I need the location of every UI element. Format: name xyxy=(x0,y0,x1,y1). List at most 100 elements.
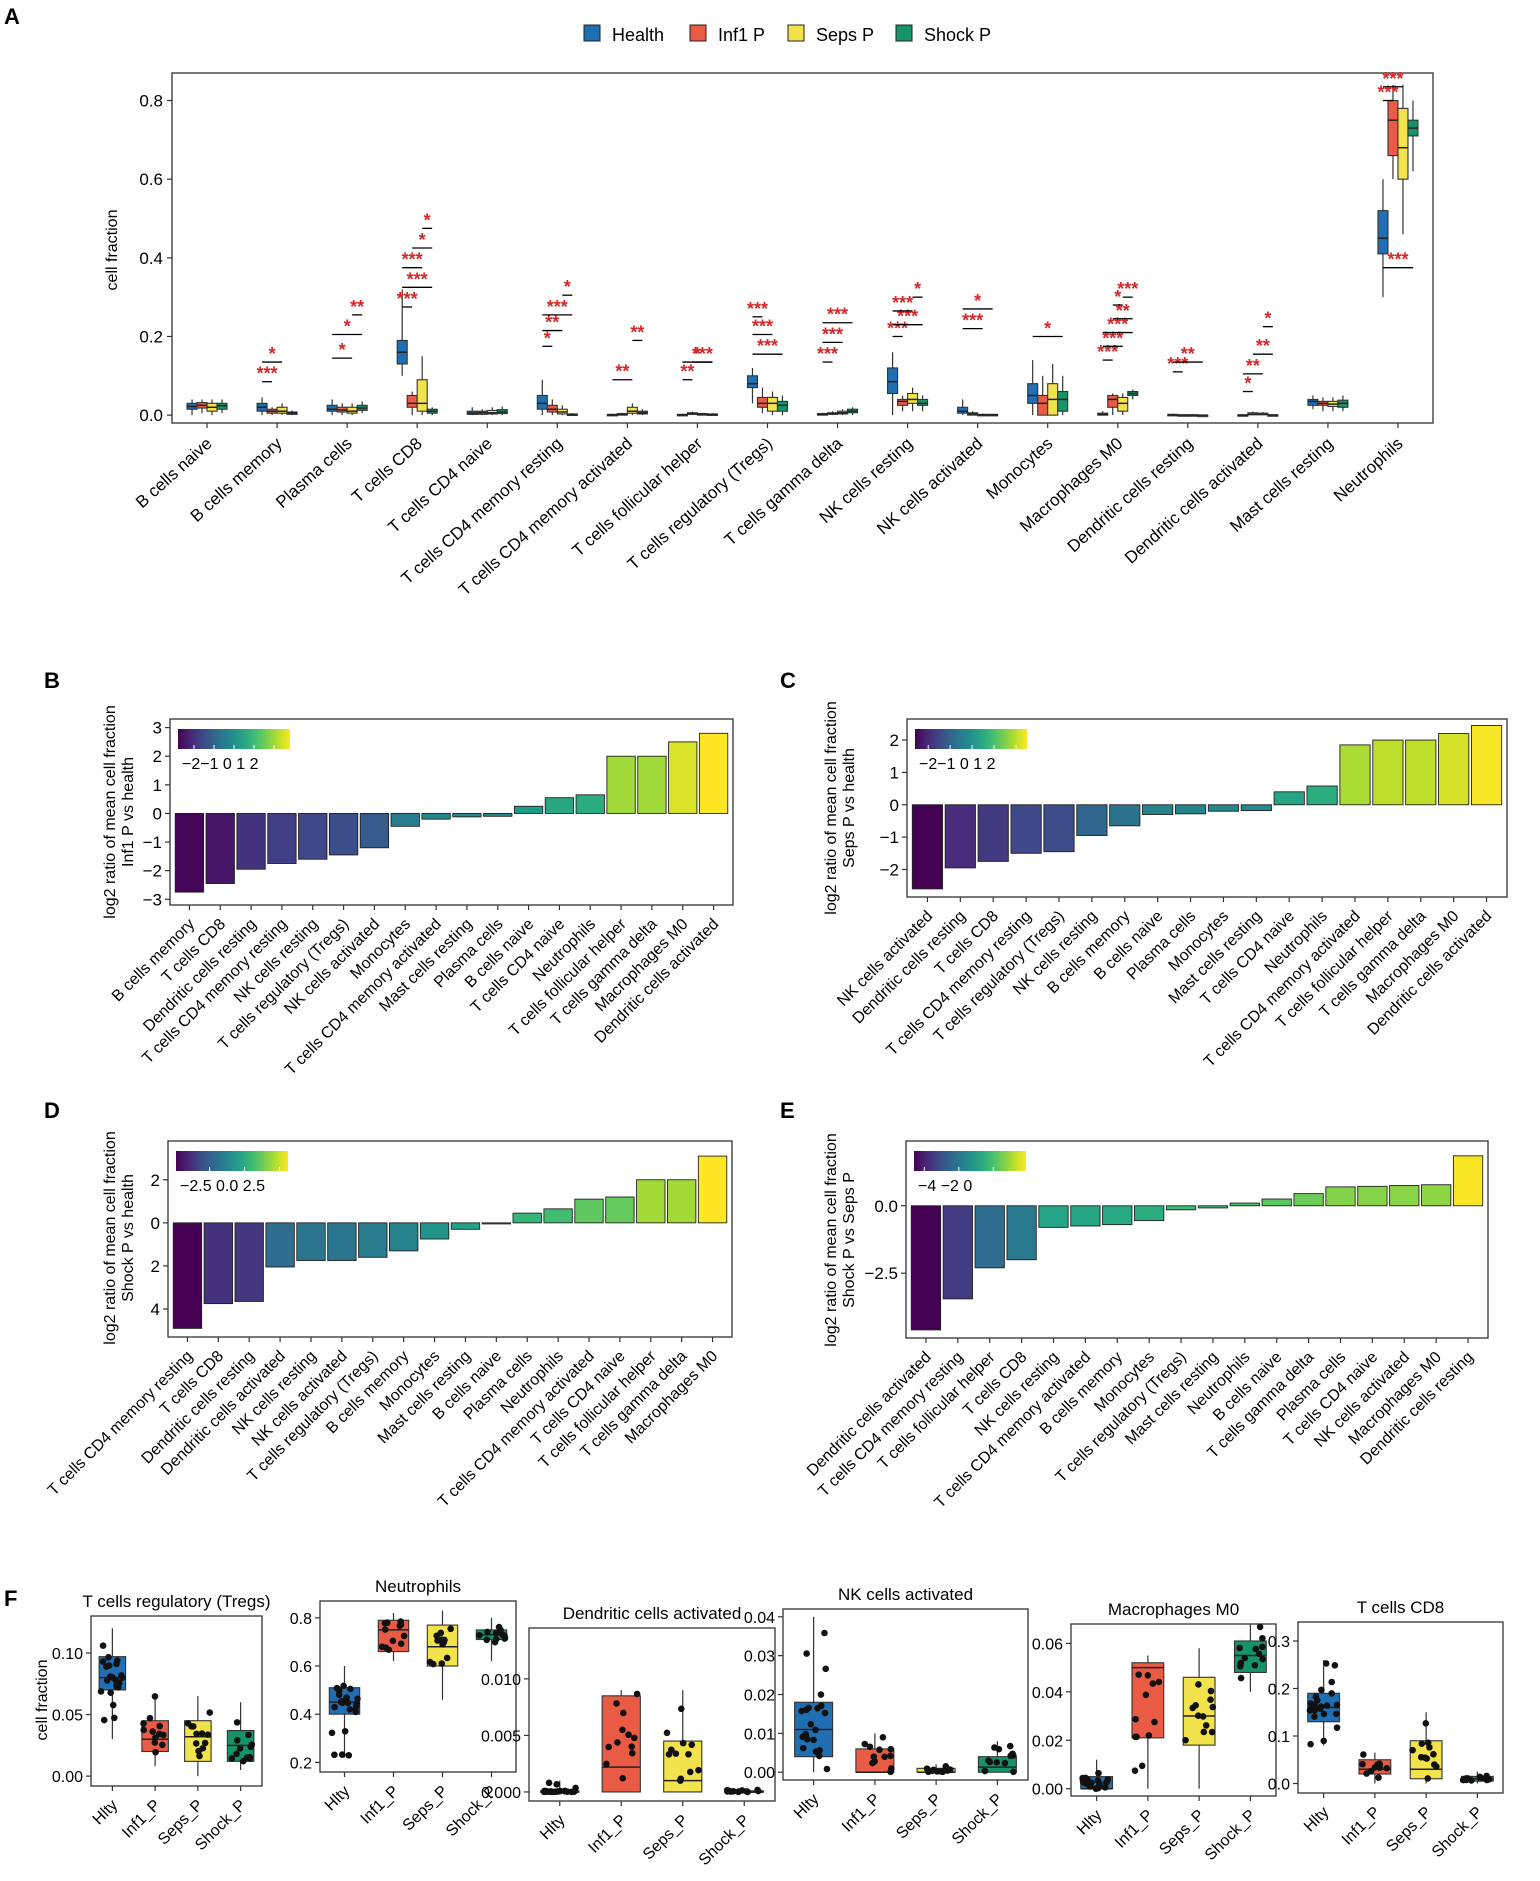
panel-f-t-cells-regulatory-tregs-point xyxy=(155,1730,163,1738)
panel-a-box-inf1-p-box xyxy=(1107,394,1119,408)
panel-a-sig-star: *** xyxy=(1387,250,1408,270)
panel-f-t-cells-cd8-point xyxy=(1383,1764,1391,1772)
panel-f-macrophages-m0-point xyxy=(1259,1634,1266,1642)
panel-b-bar xyxy=(544,797,575,814)
panel-d-frame xyxy=(167,1140,733,1338)
panel-a-sig-star: * xyxy=(914,279,921,299)
panel-e-ylabel-comparison: Shock P vs Seps P xyxy=(841,1172,858,1308)
panel-f-t-cells-cd8-point xyxy=(1318,1686,1325,1694)
panel-f-dendritic-cells-activated-ytick-label: 0.005 xyxy=(481,1728,521,1745)
panel-a-sig-star: *** xyxy=(892,293,913,313)
panel-c-colorbar xyxy=(915,729,1027,749)
panel-f-nk-cells-activated-point xyxy=(1006,1742,1014,1750)
panel-f-t-cells-cd8-point xyxy=(1332,1710,1340,1718)
panel-f-t-cells-cd8-point xyxy=(1311,1713,1318,1720)
panel-a-sig-star: *** xyxy=(757,336,778,356)
panel-f-t-cells-cd8-point xyxy=(1430,1750,1437,1758)
panel-f-nk-cells-activated-point xyxy=(887,1752,894,1760)
panel-f-nk-cells-activated-point xyxy=(871,1758,879,1765)
panel-f-neutrophils-point xyxy=(331,1703,338,1711)
panel-f-dendritic-cells-activated-point xyxy=(619,1726,626,1734)
panel-b-bar xyxy=(359,812,390,849)
panel-f-nk-cells-activated-point xyxy=(861,1740,869,1748)
panel-f-neutrophils-point xyxy=(476,1631,483,1639)
panel-f-neutrophils-point xyxy=(338,1697,346,1705)
panel-f-neutrophils-point xyxy=(341,1727,349,1735)
panel-f-macrophages-m0-point xyxy=(1251,1661,1259,1669)
panel-f-dendritic-cells-activated-point xyxy=(738,1787,746,1794)
panel-f-macrophages-m0-point xyxy=(1131,1767,1139,1775)
panel-f-t-cells-regulatory-tregs-point xyxy=(193,1730,200,1738)
panel-e-ylabel: log2 ratio of mean cell fraction xyxy=(823,1133,840,1346)
panel-f-macrophages-m0-point xyxy=(1155,1678,1163,1686)
panel-f-nk-cells-activated-point xyxy=(822,1665,830,1673)
panel-a-box-seps-p-box xyxy=(1117,396,1129,412)
panel-f-macrophages-m0-title: Macrophages M0 xyxy=(1108,1600,1239,1619)
panel-a-box-health-box xyxy=(1307,398,1319,406)
panel-a-box-shock-p-box xyxy=(776,400,789,412)
panel-f-neutrophils-point xyxy=(483,1636,491,1644)
panel-f-t-cells-regulatory-tregs-ytick-label: 0.05 xyxy=(52,1708,83,1725)
panel-b-bar xyxy=(328,812,359,856)
panel-f-macrophages-m0-point xyxy=(1182,1736,1189,1744)
panel-f-t-cells-cd8-point xyxy=(1307,1700,1314,1707)
panel-f-t-cells-cd8-xtick-label: Hlty xyxy=(1301,1804,1333,1836)
panel-f-t-cells-cd8-point xyxy=(1328,1678,1336,1686)
legend-label-seps: Seps P xyxy=(816,25,874,45)
panel-a-ytick-label: 0.6 xyxy=(139,170,163,189)
panel-a-sig-star: * xyxy=(1264,309,1271,329)
panel-a-sig-star: *** xyxy=(397,289,418,309)
panel-f-t-cells-cd8-point xyxy=(1359,1760,1366,1768)
panel-a-frame xyxy=(171,72,1434,424)
panel-f-nk-cells-activated-point xyxy=(993,1759,1001,1766)
legend-label-inf1: Inf1 P xyxy=(718,25,765,45)
panel-a-sig-star: ** xyxy=(350,297,364,317)
panel-f-nk-cells-activated-point xyxy=(1010,1768,1017,1776)
panel-a-box-shock-p-box xyxy=(917,398,929,406)
panel-c-bar xyxy=(1470,725,1503,806)
panel-a-sig-star: *** xyxy=(752,317,773,337)
panel-f-neutrophils-point xyxy=(400,1632,408,1640)
panel-c-bar xyxy=(1010,804,1042,854)
panel-a-xtick-label: T cells gamma delta xyxy=(721,433,847,549)
panel-f-nk-cells-activated-point xyxy=(1007,1752,1014,1760)
panel-f-neutrophils-point xyxy=(381,1626,389,1633)
panel-f-t-cells-regulatory-tregs-point xyxy=(233,1719,241,1726)
panel-a-ytick-label: 0.2 xyxy=(139,327,163,346)
panel-f-neutrophils-point xyxy=(443,1654,451,1662)
panel-f-nk-cells-activated-point xyxy=(923,1765,931,1772)
panel-f-macrophages-m0-point xyxy=(1086,1783,1094,1790)
panel-f-macrophages-m0-point xyxy=(1144,1671,1152,1679)
panel-f-t-cells-regulatory-tregs-point xyxy=(146,1714,154,1722)
panel-f-macrophages-m0-point xyxy=(1259,1643,1266,1651)
panel-f-nk-cells-activated-point xyxy=(816,1746,823,1754)
panel-f-t-cells-regulatory-tregs-point xyxy=(113,1682,120,1689)
panel-e-bar xyxy=(1293,1193,1324,1207)
panel-f-macrophages-m0-point xyxy=(1079,1778,1087,1785)
panel-a-box-health-box xyxy=(887,367,899,395)
panel-f-macrophages-m0-ytick-label: 0.00 xyxy=(1032,1782,1063,1799)
panel-f-macrophages-m0-point xyxy=(1252,1645,1260,1653)
panel-f-macrophages-m0-xtick-label: Hlty xyxy=(1074,1807,1106,1839)
panel-f-nk-cells-activated-point xyxy=(821,1629,828,1637)
panel-f-t-cells-cd8-point xyxy=(1323,1702,1331,1709)
panel-c-bar xyxy=(1339,744,1371,806)
panel-f-t-cells-regulatory-tregs-title: T cells regulatory (Tregs) xyxy=(83,1592,271,1611)
panel-f-t-cells-regulatory-tregs-point xyxy=(247,1743,255,1751)
panel-f-neutrophils-point xyxy=(385,1646,393,1653)
panel-c-ylabel-comparison: Seps P vs health xyxy=(841,748,858,868)
panel-f-neutrophils-point xyxy=(335,1687,343,1694)
panel-f-nk-cells-activated-point xyxy=(821,1709,829,1717)
panel-f-t-cells-regulatory-tregs-point xyxy=(151,1693,159,1700)
legend-label-shock: Shock P xyxy=(924,25,991,45)
panel-f-t-cells-regulatory-tregs-point xyxy=(233,1750,240,1758)
panel-f-nk-cells-activated-point xyxy=(1001,1759,1009,1767)
panel-f-nk-cells-activated-point xyxy=(887,1745,895,1753)
panel-f-neutrophils-point xyxy=(378,1643,386,1651)
panel-a-ytick-label: 0.4 xyxy=(139,249,163,268)
panel-f-t-cells-cd8-point xyxy=(1311,1707,1319,1714)
panel-f-neutrophils-point xyxy=(345,1751,353,1759)
panel-f-neutrophils-ytick-label: 0.4 xyxy=(290,1707,312,1724)
legend-a: Health Inf1 P Seps P Shock P xyxy=(583,24,991,45)
panel-f-t-cells-cd8-ytick-label: 0.2 xyxy=(1268,1682,1290,1699)
